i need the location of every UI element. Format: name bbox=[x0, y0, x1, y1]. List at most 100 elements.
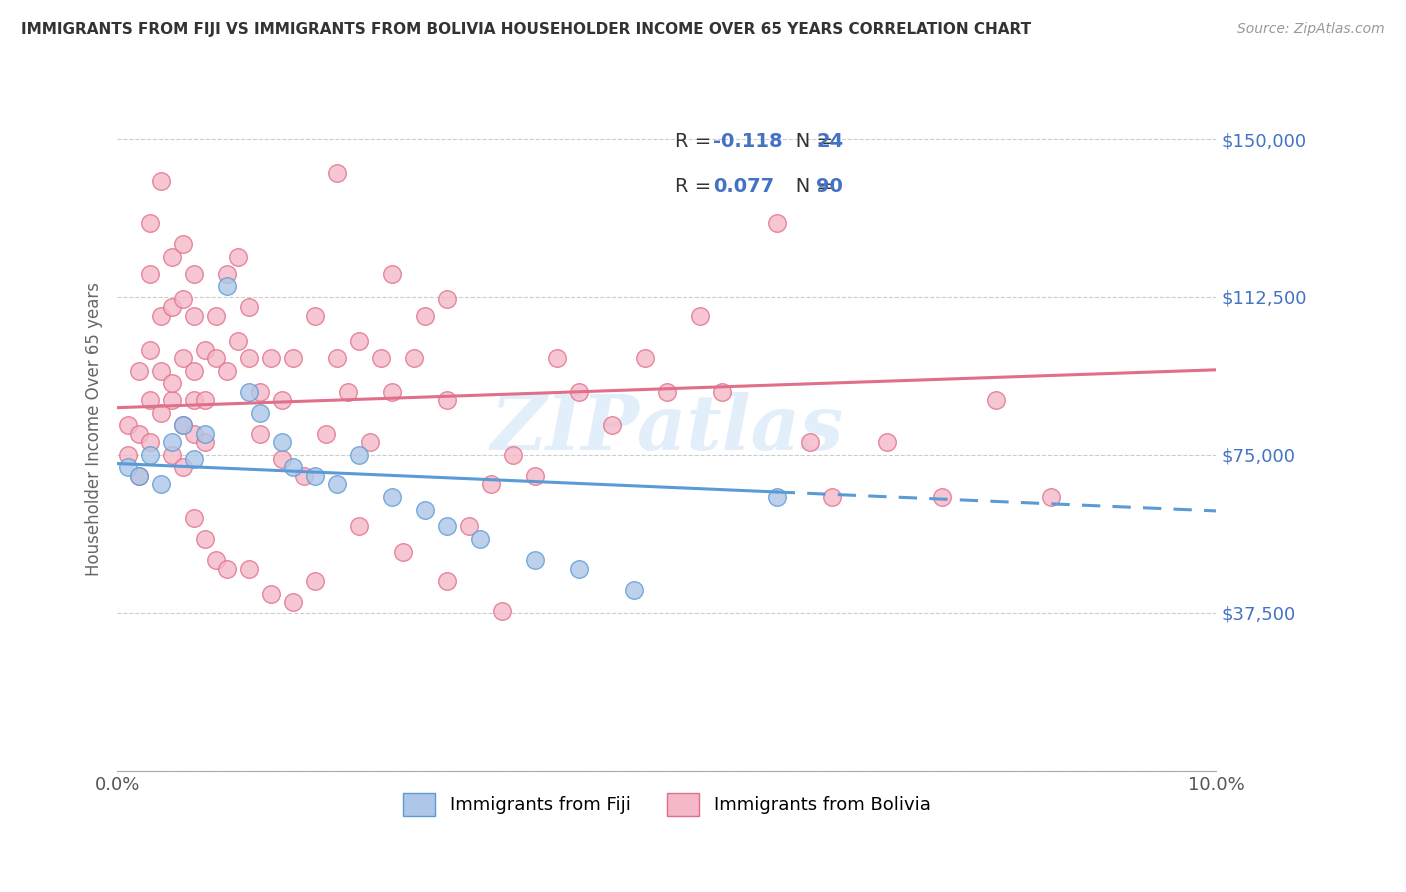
Point bbox=[326, 166, 349, 180]
Point bbox=[226, 334, 249, 348]
Point bbox=[876, 435, 898, 450]
Point bbox=[600, 418, 623, 433]
Point bbox=[655, 384, 678, 399]
Point bbox=[217, 267, 239, 281]
Point bbox=[523, 553, 546, 567]
Point bbox=[238, 301, 260, 315]
Point bbox=[128, 469, 150, 483]
Point bbox=[160, 448, 183, 462]
Point bbox=[172, 237, 194, 252]
Text: -0.118: -0.118 bbox=[713, 132, 783, 151]
Point bbox=[139, 343, 162, 357]
Point bbox=[183, 363, 205, 377]
Point bbox=[172, 351, 194, 365]
Point bbox=[710, 384, 733, 399]
Point bbox=[160, 435, 183, 450]
Point bbox=[381, 267, 404, 281]
Point bbox=[194, 393, 217, 408]
Point bbox=[623, 582, 645, 597]
Point bbox=[160, 376, 183, 391]
Point bbox=[370, 351, 392, 365]
Point bbox=[523, 469, 546, 483]
Point bbox=[160, 250, 183, 264]
Text: 24: 24 bbox=[815, 132, 844, 151]
Text: IMMIGRANTS FROM FIJI VS IMMIGRANTS FROM BOLIVIA HOUSEHOLDER INCOME OVER 65 YEARS: IMMIGRANTS FROM FIJI VS IMMIGRANTS FROM … bbox=[21, 22, 1031, 37]
Point bbox=[491, 604, 513, 618]
Point bbox=[139, 216, 162, 230]
Point bbox=[194, 435, 217, 450]
Point bbox=[381, 490, 404, 504]
Point bbox=[238, 561, 260, 575]
Point bbox=[326, 477, 349, 491]
Point bbox=[359, 435, 381, 450]
Text: N =: N = bbox=[776, 177, 839, 196]
Point bbox=[457, 519, 479, 533]
Point bbox=[436, 574, 458, 589]
Point bbox=[172, 418, 194, 433]
Point bbox=[281, 460, 304, 475]
Point bbox=[799, 435, 821, 450]
Point bbox=[304, 309, 326, 323]
Point bbox=[292, 469, 315, 483]
Text: 90: 90 bbox=[815, 177, 844, 196]
Point bbox=[260, 587, 283, 601]
Text: ZIPatlas: ZIPatlas bbox=[491, 392, 844, 466]
Point bbox=[820, 490, 842, 504]
Point bbox=[402, 351, 425, 365]
Point bbox=[194, 532, 217, 546]
Point bbox=[381, 384, 404, 399]
Point bbox=[502, 448, 524, 462]
Point bbox=[1040, 490, 1063, 504]
Point bbox=[271, 452, 294, 467]
Point bbox=[128, 363, 150, 377]
Point bbox=[986, 393, 1008, 408]
Point bbox=[183, 393, 205, 408]
Point bbox=[194, 343, 217, 357]
Point bbox=[281, 351, 304, 365]
Point bbox=[249, 406, 271, 420]
Text: R =: R = bbox=[675, 132, 718, 151]
Point bbox=[238, 351, 260, 365]
Point bbox=[304, 574, 326, 589]
Point bbox=[205, 553, 228, 567]
Point bbox=[260, 351, 283, 365]
Point bbox=[271, 435, 294, 450]
Point bbox=[117, 460, 139, 475]
Point bbox=[436, 393, 458, 408]
Point bbox=[217, 279, 239, 293]
Point bbox=[160, 393, 183, 408]
Point bbox=[568, 561, 591, 575]
Point bbox=[281, 595, 304, 609]
Point bbox=[249, 426, 271, 441]
Point bbox=[304, 469, 326, 483]
Point bbox=[150, 174, 173, 188]
Point bbox=[546, 351, 568, 365]
Point bbox=[436, 519, 458, 533]
Point bbox=[568, 384, 591, 399]
Point bbox=[217, 561, 239, 575]
Point bbox=[139, 393, 162, 408]
Point bbox=[436, 292, 458, 306]
Point bbox=[160, 301, 183, 315]
Point bbox=[326, 351, 349, 365]
Point bbox=[931, 490, 953, 504]
Point bbox=[205, 351, 228, 365]
Point bbox=[183, 452, 205, 467]
Point bbox=[172, 292, 194, 306]
Point bbox=[689, 309, 711, 323]
Point bbox=[226, 250, 249, 264]
Text: Source: ZipAtlas.com: Source: ZipAtlas.com bbox=[1237, 22, 1385, 37]
Point bbox=[194, 426, 217, 441]
Text: 0.077: 0.077 bbox=[713, 177, 775, 196]
Point bbox=[315, 426, 337, 441]
Point bbox=[150, 406, 173, 420]
Point bbox=[128, 469, 150, 483]
Point bbox=[117, 448, 139, 462]
Point bbox=[205, 309, 228, 323]
Point bbox=[238, 384, 260, 399]
Point bbox=[392, 545, 415, 559]
Point bbox=[128, 426, 150, 441]
Point bbox=[183, 426, 205, 441]
Legend: Immigrants from Fiji, Immigrants from Bolivia: Immigrants from Fiji, Immigrants from Bo… bbox=[395, 786, 938, 823]
Point bbox=[139, 267, 162, 281]
